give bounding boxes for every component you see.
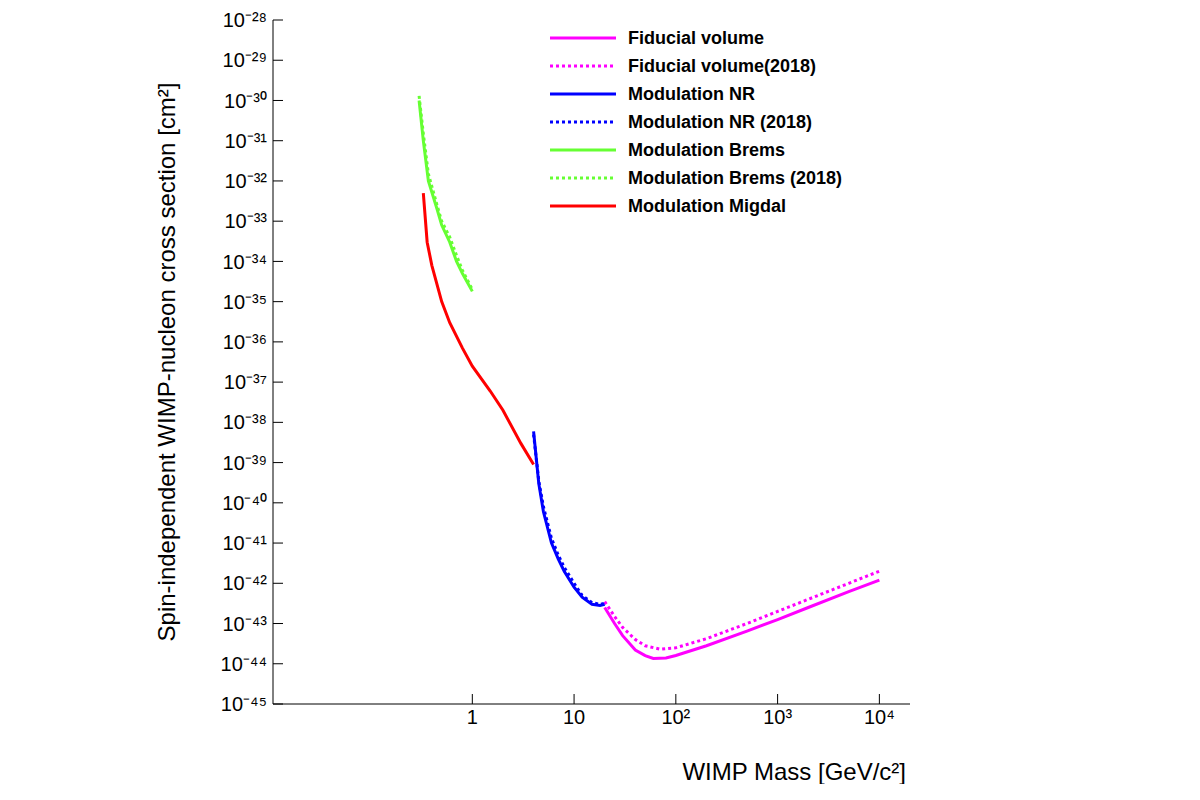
svg-text:10⁻³³: 10⁻³³ (224, 210, 267, 232)
svg-text:1: 1 (467, 706, 478, 728)
svg-text:10⁴: 10⁴ (864, 706, 895, 728)
svg-text:10⁻⁴⁴: 10⁻⁴⁴ (221, 653, 267, 675)
svg-text:10⁻³⁰: 10⁻³⁰ (224, 90, 267, 112)
svg-text:10⁻³²: 10⁻³² (224, 170, 267, 192)
html-text:Modulation Migdal: Modulation Migdal (628, 195, 786, 216)
svg-text:10⁻²⁸: 10⁻²⁸ (223, 9, 267, 31)
html-text:Fiducial volume(2018): Fiducial volume(2018) (628, 55, 817, 76)
svg-text:10⁻⁴³: 10⁻⁴³ (223, 613, 268, 635)
svg-text:10²: 10² (661, 706, 690, 728)
svg-text:10⁻³⁷: 10⁻³⁷ (224, 371, 267, 393)
svg-text:10⁻²⁹: 10⁻²⁹ (223, 49, 267, 71)
svg-text:10³: 10³ (763, 706, 792, 728)
html-text:Modulation Brems (2018): Modulation Brems (2018) (628, 167, 842, 188)
html-text:Fiducial volume: Fiducial volume (628, 27, 764, 48)
svg-text:10⁻³¹: 10⁻³¹ (224, 130, 267, 152)
svg-text:10⁻⁴⁰: 10⁻⁴⁰ (222, 492, 267, 514)
svg-text:10⁻⁴⁵: 10⁻⁴⁵ (221, 693, 267, 715)
svg-text:10⁻⁴¹: 10⁻⁴¹ (223, 532, 268, 554)
svg-text:Spin-independent WIMP-nucleon: Spin-independent WIMP-nucleon cross sect… (153, 83, 180, 642)
html-text:Modulation NR: Modulation NR (628, 83, 755, 104)
svg-text:10⁻³⁵: 10⁻³⁵ (223, 291, 267, 313)
svg-text:10⁻³⁶: 10⁻³⁶ (223, 331, 267, 353)
svg-text:10⁻³⁴: 10⁻³⁴ (223, 251, 268, 273)
svg-text:10⁻³⁹: 10⁻³⁹ (223, 452, 267, 474)
svg-text:10⁻³⁸: 10⁻³⁸ (223, 411, 267, 433)
html-text:Modulation NR (2018): Modulation NR (2018) (628, 111, 812, 132)
svg-text:WIMP Mass [GeV/c²]: WIMP Mass [GeV/c²] (682, 758, 906, 784)
svg-text:10: 10 (563, 706, 585, 728)
html-text:Modulation Brems: Modulation Brems (628, 139, 785, 160)
svg-text:10⁻⁴²: 10⁻⁴² (223, 572, 268, 594)
